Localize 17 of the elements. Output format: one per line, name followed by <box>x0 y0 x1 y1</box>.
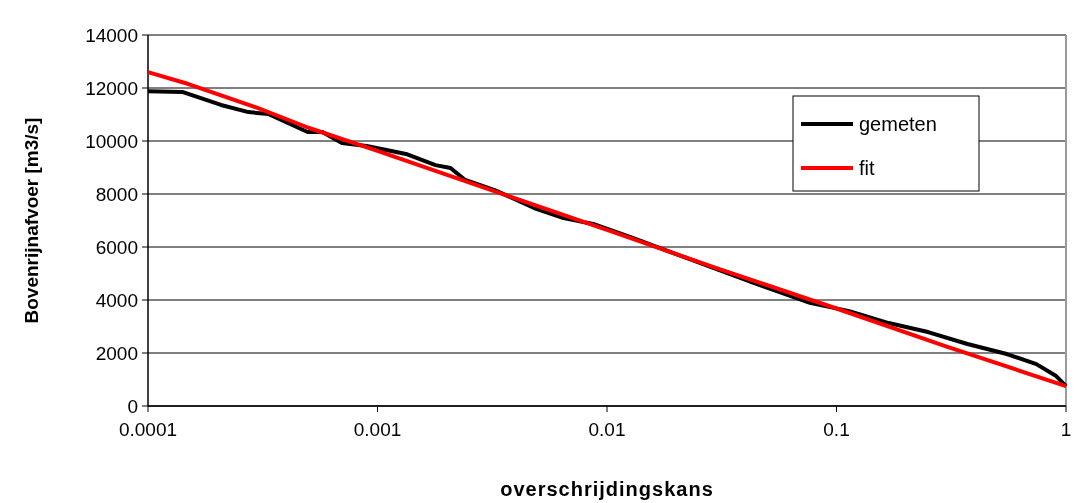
x-tick-label: 0.001 <box>353 419 402 440</box>
y-tick-label: 0 <box>127 395 138 417</box>
x-tick-label: 0.0001 <box>118 419 178 440</box>
legend-label: gemeten <box>859 113 937 135</box>
y-tick-label: 14000 <box>85 24 138 46</box>
y-tick-label: 6000 <box>95 236 138 258</box>
x-tick-label: 1 <box>1060 419 1072 440</box>
y-tick-label: 10000 <box>85 130 138 152</box>
y-tick-label: 12000 <box>85 77 138 99</box>
y-axis-title: Bovenrijnafvoer [m3/s] <box>21 117 42 324</box>
x-tick-label: 0.01 <box>588 419 626 440</box>
y-tick-label: 4000 <box>95 289 138 311</box>
x-axis-title: overschrijdingskans <box>500 478 714 500</box>
y-tick-label: 8000 <box>95 183 138 205</box>
x-tick-label: 0.1 <box>823 419 850 440</box>
y-tick-label: 2000 <box>95 342 138 364</box>
legend-label: fit <box>859 157 875 179</box>
